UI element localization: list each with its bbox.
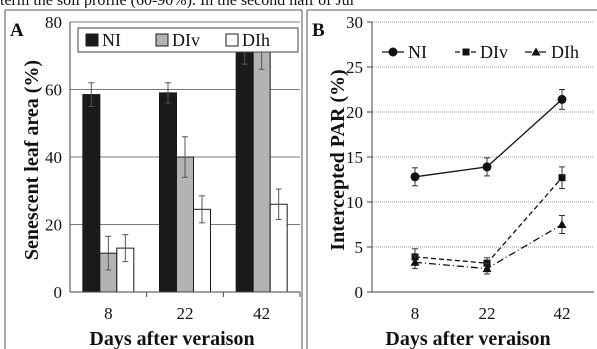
panel-a-x-tick-label: 42 — [253, 304, 270, 323]
panel-a-y-axis-title: Senescent leaf area (%) — [21, 60, 43, 260]
panel-a-legend-swatch-div — [155, 33, 169, 47]
panel-b-legend-marker-dih — [531, 47, 541, 56]
panel-a-x-tick-label: 8 — [104, 304, 113, 323]
panel-a-legend-label-dih: DIh — [242, 30, 270, 50]
panel-b-x-tick-label: 22 — [479, 304, 496, 323]
panel-b-legend-marker-ni — [388, 47, 398, 57]
panel-b-y-tick-label: 10 — [346, 193, 363, 212]
panel-a-y-tick-label: 0 — [54, 283, 63, 302]
panel-a-bar-div — [252, 50, 271, 293]
panel-b-legend-label-ni: NI — [408, 42, 427, 62]
panel-b-legend-marker-div — [462, 48, 470, 56]
panel-b-series-line-div — [414, 177, 563, 264]
panel-b-point-ni — [557, 94, 567, 104]
panel-a-legend-box — [77, 27, 299, 53]
panel-b-x-axis-title: Days after veraison — [385, 328, 550, 349]
panel-a-y-tick-label: 60 — [45, 81, 62, 100]
panel-a-legend-label-div: DIv — [172, 30, 200, 50]
panel-b-point-dih — [557, 220, 567, 228]
panel-b-y-tick-label: 25 — [346, 58, 363, 77]
panel-a-legend: NI DIv DIh — [77, 27, 299, 53]
panel-b-x-tick-label: 42 — [554, 304, 571, 323]
panel-b-y-tick-label: 20 — [346, 103, 363, 122]
panel-a-x-axis-title: Days after veraison — [89, 328, 254, 349]
panel-b-y-tick-label: 15 — [346, 148, 363, 167]
panel-b-point-ni — [482, 162, 492, 172]
panel-b-legend: NI DIv DIh — [382, 42, 579, 62]
panel-a-y-tick-label: 20 — [45, 216, 62, 235]
panel-a-legend-label-ni: NI — [102, 30, 121, 50]
panel-b-point-dih — [410, 257, 420, 266]
panel-a-bar-ni — [82, 94, 101, 293]
panel-a-x-tick-label: 22 — [177, 304, 194, 323]
panel-b: B Intercepted PAR (%) Days after veraiso… — [306, 9, 597, 349]
top-caption-text: term the soil profile (60-90%). In the s… — [0, 0, 597, 8]
panel-a: A Senescent leaf area (%) Days after ver… — [4, 9, 303, 349]
panel-a-legend-swatch-ni — [85, 33, 99, 47]
panel-a-bar-ni — [235, 48, 254, 293]
panel-b-x-tick-label: 8 — [411, 304, 420, 323]
panel-b-legend-label-dih: DIh — [551, 42, 579, 62]
panel-b-label: B — [312, 20, 325, 41]
panel-b-point-div — [558, 174, 566, 182]
panel-b-point-ni — [410, 172, 420, 182]
panel-b-y-tick-label: 5 — [355, 238, 364, 257]
panel-b-y-axis-title: Intercepted PAR (%) — [327, 69, 349, 250]
panel-b-legend-label-div: DIv — [480, 42, 508, 62]
panel-a-label: A — [10, 20, 24, 41]
panel-a-bar-ni — [159, 92, 177, 293]
panel-b-y-tick-label: 0 — [355, 283, 364, 302]
panel-b-y-tick-label: 30 — [346, 13, 363, 32]
panel-b-point-dih — [482, 264, 492, 273]
panel-a-y-tick-label: 80 — [45, 13, 62, 32]
panel-a-legend-swatch-dih — [225, 33, 239, 47]
panel-a-y-tick-label: 40 — [45, 148, 62, 167]
